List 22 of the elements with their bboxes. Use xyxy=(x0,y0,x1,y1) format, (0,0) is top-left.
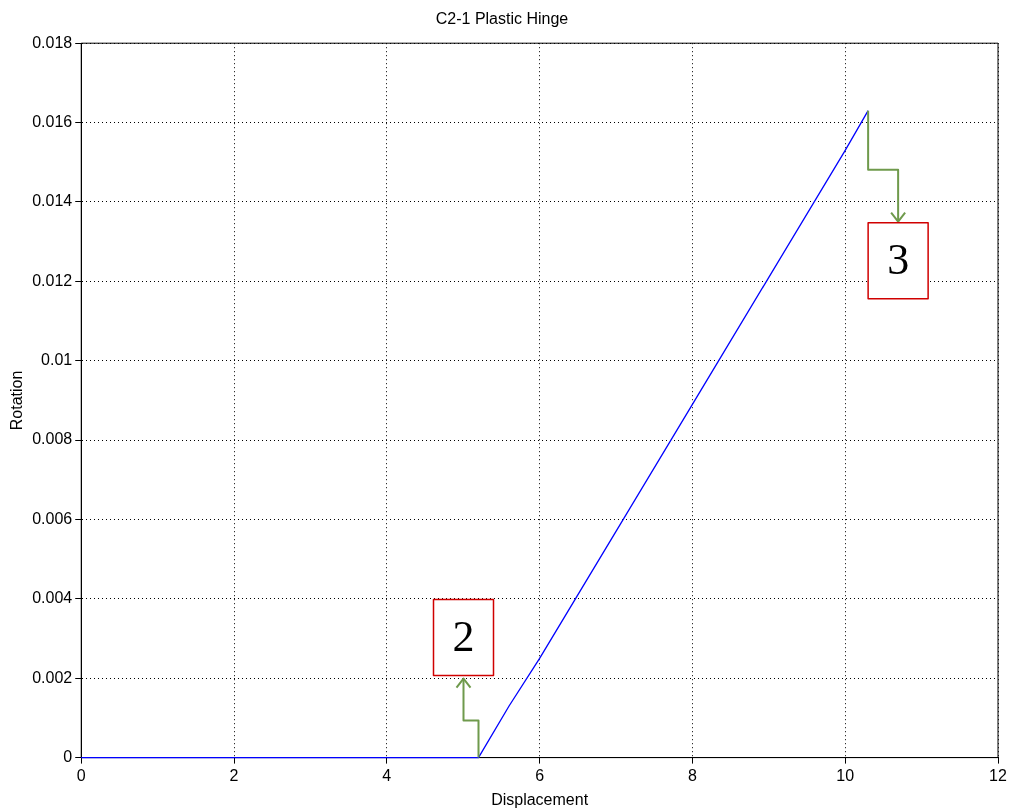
x-tick-label: 6 xyxy=(535,766,545,784)
x-tick-label: 4 xyxy=(382,766,392,784)
y-tick-label: 0.008 xyxy=(32,430,73,448)
x-tick-label: 8 xyxy=(687,766,697,784)
y-axis-title: Rotation xyxy=(8,370,26,431)
x-axis-title: Displacement xyxy=(491,790,589,808)
x-tick-label: 0 xyxy=(76,766,86,784)
x-tick-label: 10 xyxy=(836,766,855,784)
x-tick-label: 2 xyxy=(229,766,239,784)
y-tick-label: 0 xyxy=(63,748,73,766)
y-tick-label: 0.014 xyxy=(32,192,73,210)
y-tick-label: 0.012 xyxy=(32,271,73,289)
chart-title: C2-1 Plastic Hinge xyxy=(435,10,569,28)
y-tick-label: 0.002 xyxy=(32,668,73,686)
y-tick-label: 0.006 xyxy=(32,509,73,527)
x-tick-label: 12 xyxy=(989,766,1007,784)
y-tick-label: 0.004 xyxy=(32,589,73,607)
annotation: 2 xyxy=(452,612,475,662)
y-tick-label: 0.01 xyxy=(41,351,73,369)
y-tick-label: 0.016 xyxy=(32,112,73,130)
annotation: 3 xyxy=(887,235,910,285)
y-tick-label: 0.018 xyxy=(32,33,73,51)
